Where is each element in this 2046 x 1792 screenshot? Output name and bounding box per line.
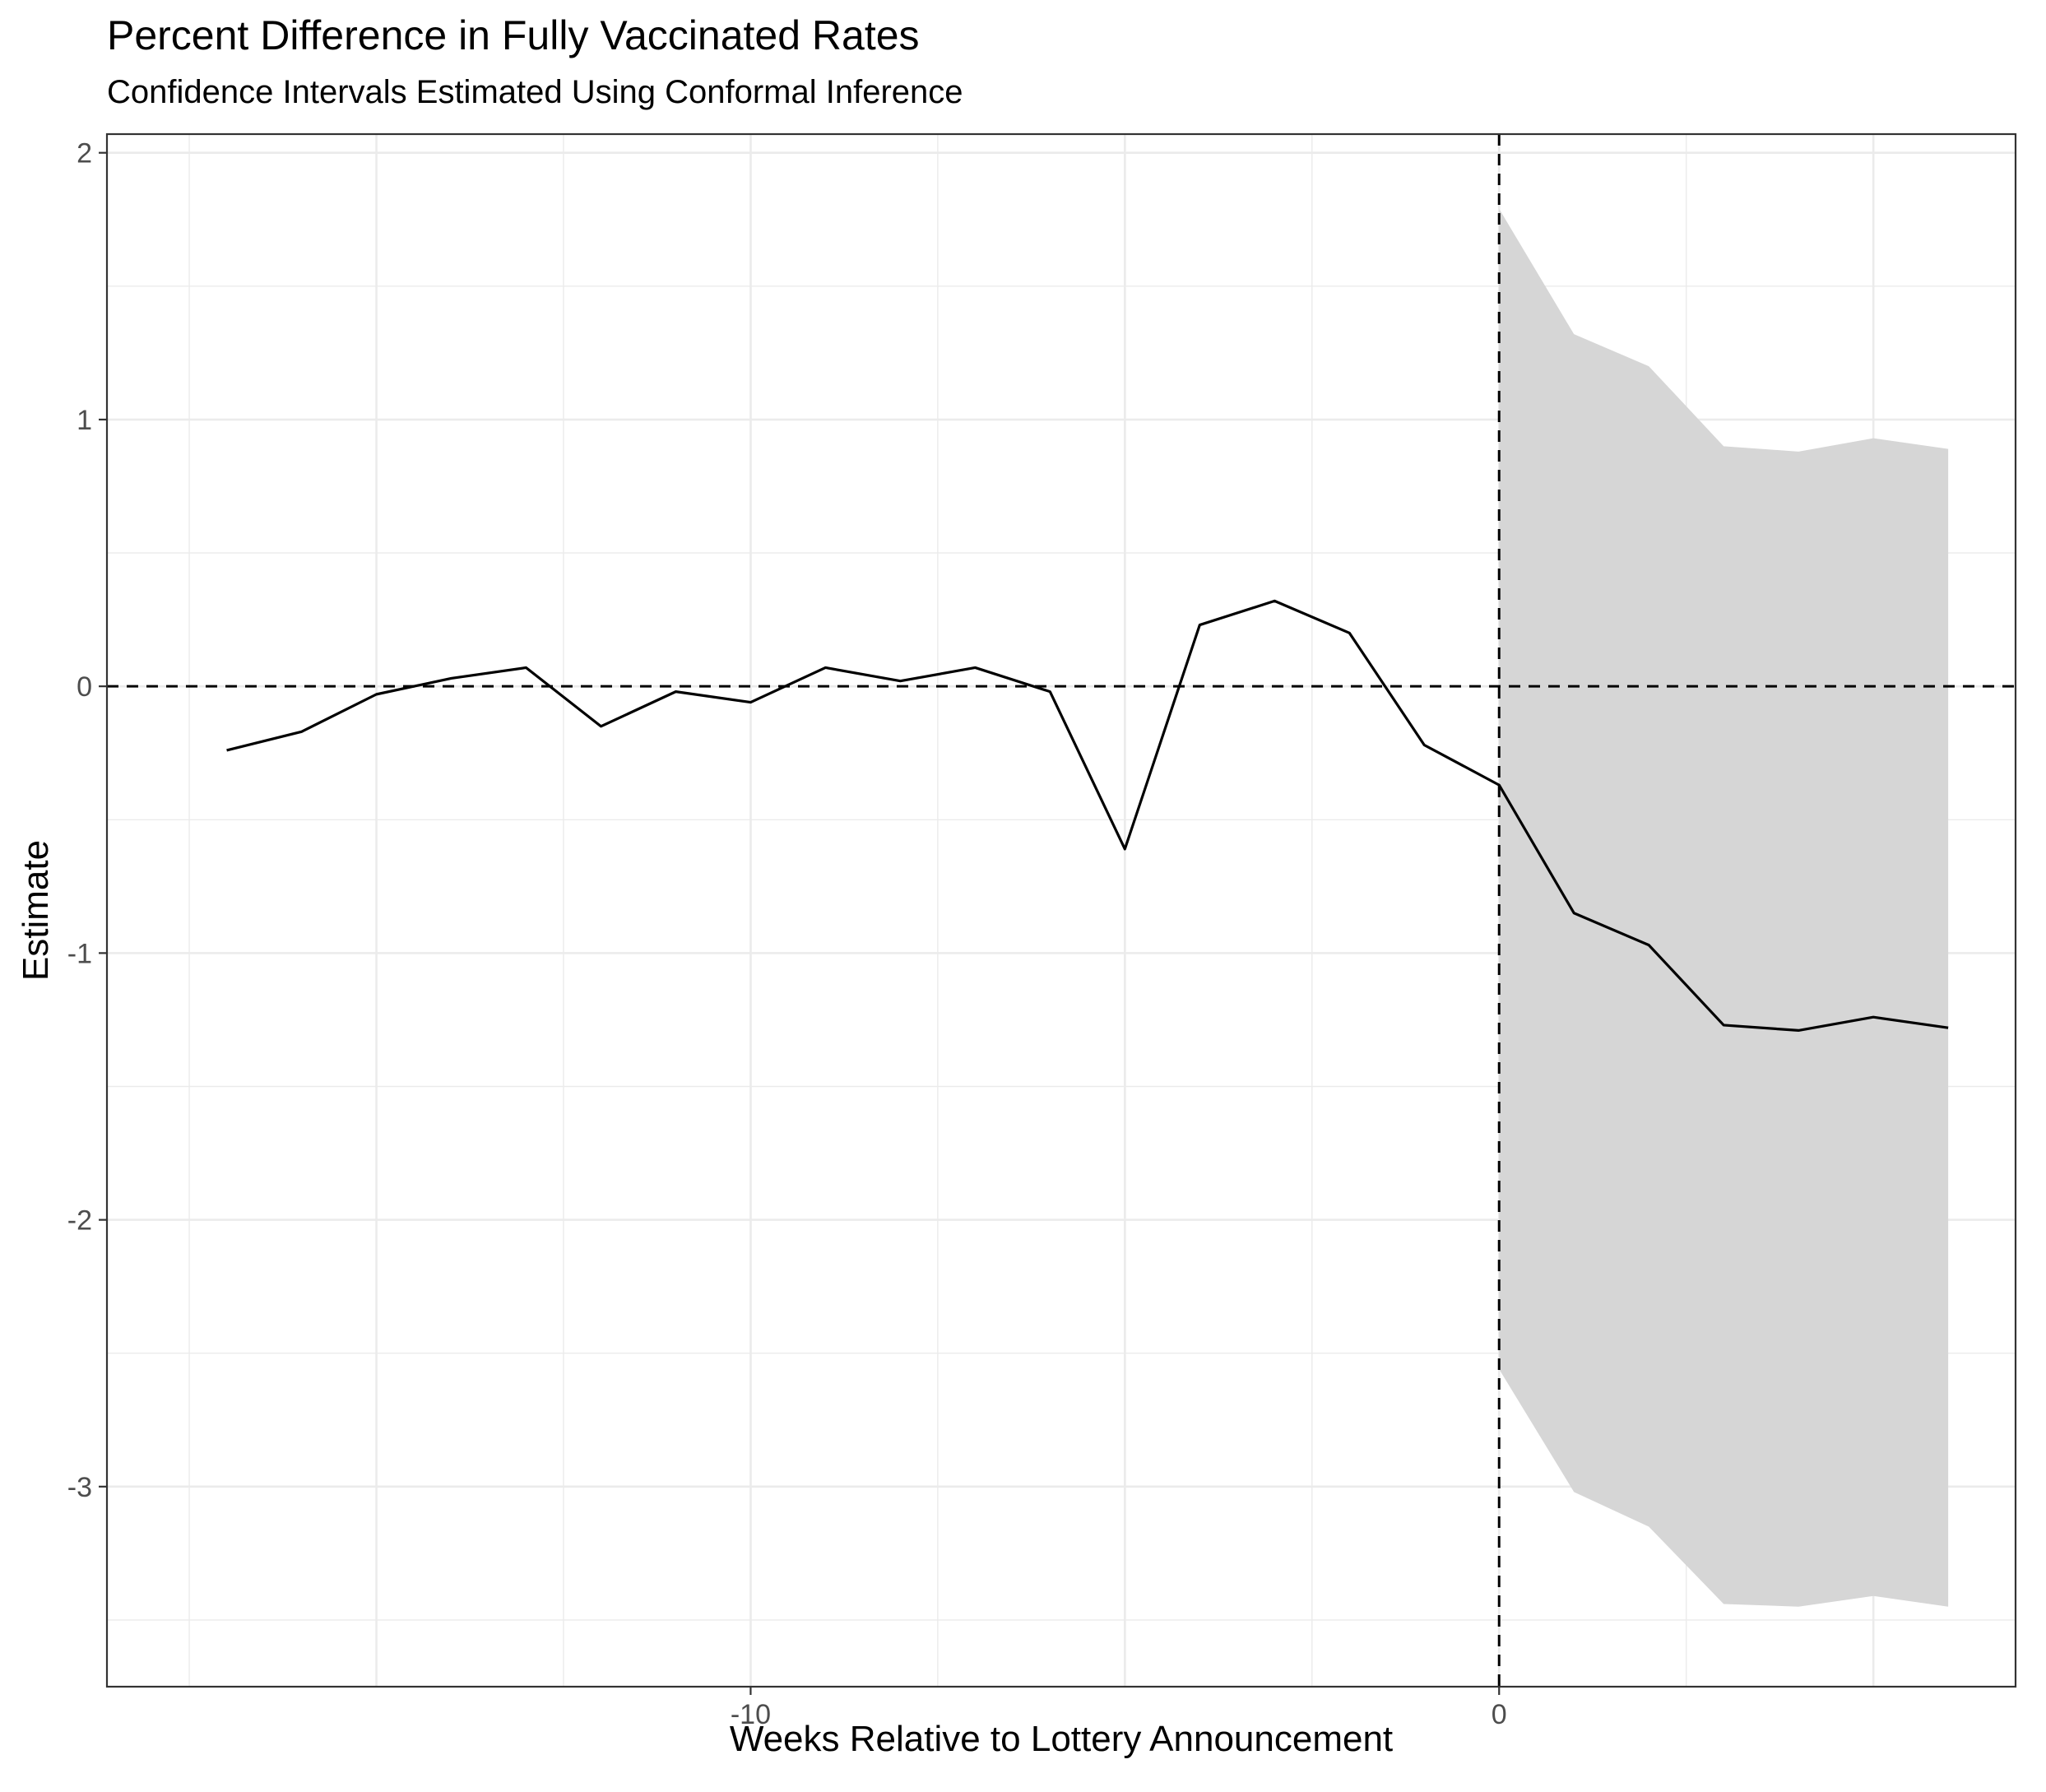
estimate-line-layer (226, 599, 1949, 1033)
y-tick-label: -2 (67, 1205, 92, 1237)
x-tick-label: -10 (731, 1699, 771, 1730)
y-axis-title: Estimate (16, 840, 56, 981)
y-tick-label: 1 (77, 405, 92, 436)
axis-ticks: 2 1 0 -1 -2 -3 -10 0 (67, 138, 1507, 1730)
y-tick-label: 2 (77, 138, 92, 169)
y-tick-label: -3 (67, 1472, 92, 1503)
y-tick-label: -1 (67, 938, 92, 969)
reference-lines (107, 134, 2016, 1687)
y-tick-label: 0 (77, 671, 92, 703)
confidence-ribbon (1499, 208, 1949, 1607)
estimate-line (226, 599, 1949, 1033)
chart-title: Percent Difference in Fully Vaccinated R… (107, 12, 920, 58)
x-tick-label: 0 (1492, 1699, 1507, 1730)
panel-border (105, 132, 2017, 1688)
x-axis-title: Weeks Relative to Lottery Announcement (730, 1719, 1393, 1759)
confidence-ribbon-layer (1499, 208, 1949, 1607)
chart-subtitle: Confidence Intervals Estimated Using Con… (107, 74, 963, 110)
